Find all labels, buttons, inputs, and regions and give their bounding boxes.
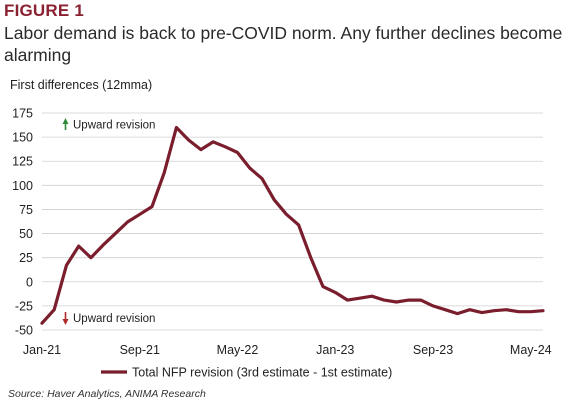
x-tick-label: Sep-23: [413, 343, 453, 357]
y-tick-label: 50: [19, 227, 33, 241]
x-tick-label: Jan-21: [23, 343, 61, 357]
chart-title: Labor demand is back to pre-COVID norm. …: [4, 23, 563, 65]
legend-label: Total NFP revision (3rd estimate - 1st e…: [132, 366, 392, 380]
annotation-downward: Upward revision: [73, 313, 155, 325]
y-tick-label: 175: [12, 107, 33, 121]
annotation-upward: Upward revision: [73, 120, 155, 132]
x-tick-label: Sep-21: [120, 343, 160, 357]
y-tick-label: 75: [19, 203, 33, 217]
y-tick-label: 100: [12, 179, 33, 193]
down-arrow-icon: [62, 312, 69, 325]
y-tick-label: 150: [12, 131, 33, 145]
y-tick-label: 25: [19, 251, 33, 265]
y-tick-label: -25: [15, 299, 33, 313]
y-tick-label: 125: [12, 155, 33, 169]
series-line: [40, 125, 545, 325]
figure-label: FIGURE 1: [4, 1, 85, 20]
y-tick-label: 0: [26, 275, 33, 289]
up-arrow-icon: [62, 118, 69, 130]
x-tick-label: May-24: [510, 343, 552, 357]
source-note: Source: Haver Analytics, ANIMA Research: [8, 388, 206, 400]
x-tick-label: May-22: [217, 343, 259, 357]
y-axis-label: First differences (12mma): [10, 78, 153, 92]
x-tick-label: Jan-23: [316, 343, 354, 357]
y-tick-label: -50: [15, 324, 33, 338]
